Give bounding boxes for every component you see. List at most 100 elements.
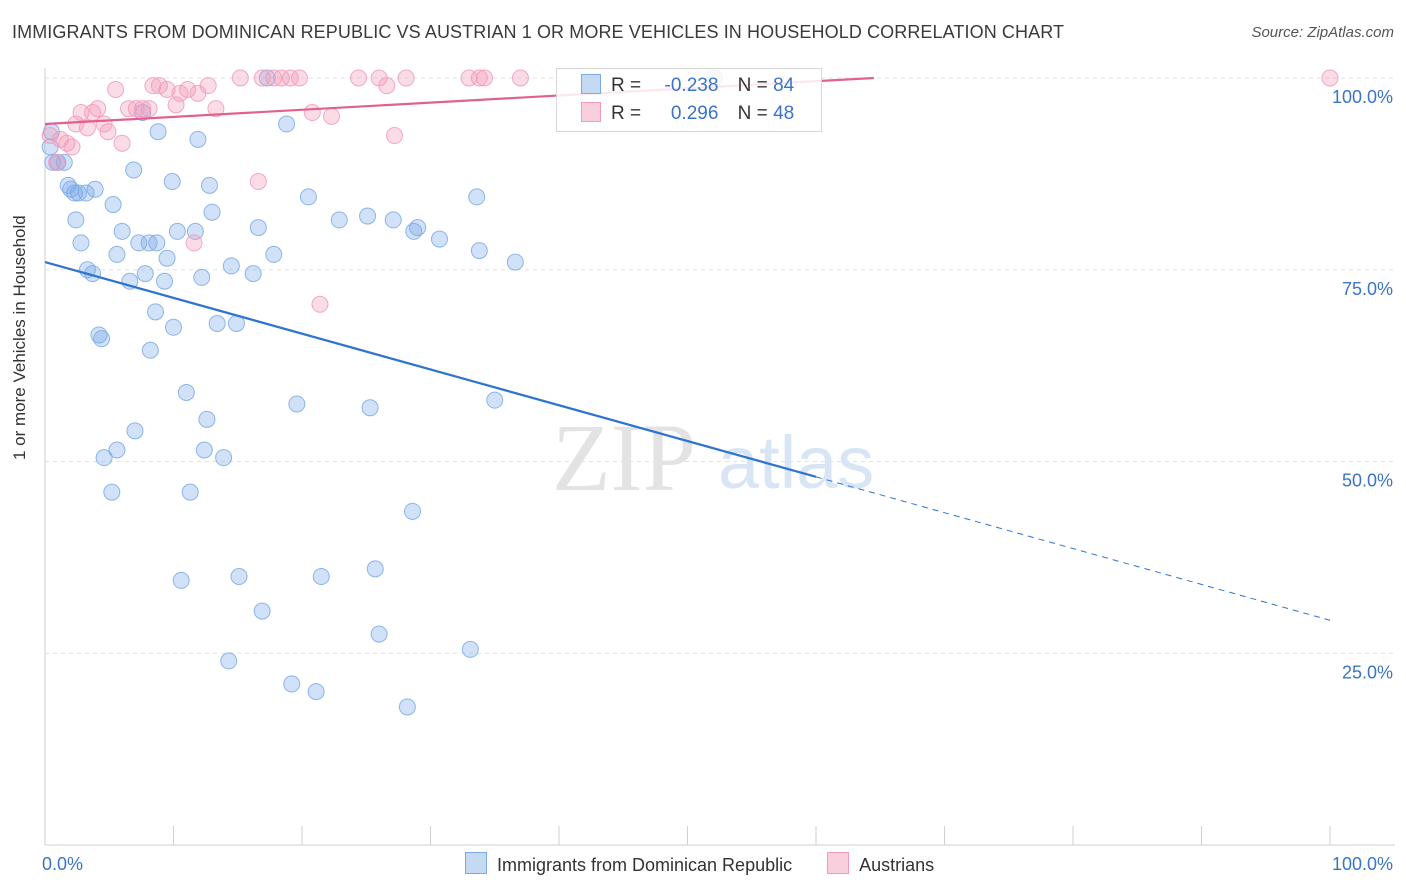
austrian-point [134,100,152,118]
dominican-point [168,222,186,240]
legend-item-dominican[interactable]: Immigrants from Dominican Republic [465,852,792,876]
dominican-point [172,571,190,589]
austrian-point [89,100,107,118]
dominican-point [203,203,221,221]
austrian-point [460,69,478,87]
dominican-point [370,625,388,643]
dominican-point [312,568,330,586]
austrian-point [511,69,529,87]
y-tick-label: 75.0% [1342,279,1393,299]
dominican-point [265,245,283,263]
series-legend: Immigrants from Dominican Republic Austr… [465,852,964,876]
dominican-point [461,640,479,658]
watermark-atlas: atlas [718,421,874,504]
dominican-point [506,253,524,271]
dominican-point [258,69,276,87]
series-dominican-points [41,69,723,716]
legend-swatch-dominican [581,74,601,94]
austrian-point [107,81,125,99]
dominican-point [404,502,422,520]
legend-swatch-austrian [827,852,850,874]
austrian-point [475,69,493,87]
legend-row-austrian: R = 0.296 N = 48 [581,102,794,126]
dominican-point [299,188,317,206]
watermark: ZIP atlas [552,404,874,511]
tick-labels: 25.0% 50.0% 75.0% 100.0% 0.0% 100.0% [42,87,1393,874]
dominican-point [165,318,182,336]
dominican-point [193,268,211,286]
austrian-point [179,81,197,99]
dominican-point [156,272,174,290]
legend-label-dominican: Immigrants from Dominican Republic [497,855,793,875]
austrian-point [249,173,267,191]
dominican-point [103,483,121,501]
dominican-point [181,483,199,501]
austrian-point [48,153,66,171]
dominican-point [198,410,216,428]
legend-label-austrian: Austrians [859,855,935,875]
dominican-point [104,196,122,214]
dominican-point [72,234,90,252]
dominican-point [108,441,126,459]
dominican-point [468,188,486,206]
austrian-point [78,119,96,137]
chart-title: IMMIGRANTS FROM DOMINICAN REPUBLIC VS AU… [12,22,1065,42]
dominican-point [330,211,348,229]
y-tick-label: 100.0% [1332,87,1393,107]
y-tick-label: 25.0% [1342,662,1393,682]
austrian-point [150,77,168,95]
dominican-point [208,314,226,332]
dominican-point [470,242,488,260]
dominican-point [278,115,296,133]
axes [44,68,1395,846]
dominican-point [486,391,504,409]
dominican-point [384,211,402,229]
dominican-point [220,652,238,670]
austrian-point [350,69,368,87]
dominican-point [93,330,111,348]
dominican-point [141,341,159,359]
dominican-point [283,675,301,693]
austrian-point [171,84,189,102]
stats-legend: R = -0.238 N = 84 R = 0.296 N = 48 [556,68,822,132]
trend-lines [44,76,1331,621]
dominican-point [125,161,143,179]
dominican-point [195,441,213,459]
legend-swatch-dominican [465,852,487,874]
dominican-point [148,234,166,252]
austrian-point [158,81,176,99]
dominican-point [113,222,131,240]
dominican-point [95,449,113,467]
dominican-point [77,184,95,202]
dominican-point [249,219,267,237]
dominican-point [158,249,176,267]
austrian-point [199,77,217,95]
dominican-point [244,265,262,283]
austrian-point [303,104,321,122]
dominican-point [177,383,195,401]
dominican-point [44,153,62,171]
dominican-point [405,222,423,240]
y-tick-label: 50.0% [1342,471,1393,491]
austrian-point [41,127,59,145]
legend-swatch-austrian [581,102,601,122]
dominican-point [366,560,384,578]
dominican-point [215,449,233,467]
dominican-point [189,130,207,148]
series-austrian-points [41,69,1339,313]
legend-n-value: 84 [773,75,795,96]
trend-line-dominican [44,261,817,478]
dominican-point [430,230,448,248]
legend-item-austrian[interactable]: Austrians [827,852,934,876]
legend-r-value: 0.296 [670,103,719,124]
x-tick-label: 100.0% [1332,854,1393,874]
austrian-point [470,69,488,87]
austrian-point [127,100,145,118]
legend-r-label: R = [611,75,642,96]
y-axis-title: 1 or more Vehicles in Household [10,215,29,460]
dominican-point [136,265,154,283]
dominican-point [163,173,181,191]
trend-line-dominican-extension [815,476,1331,621]
austrian-point [113,134,131,152]
